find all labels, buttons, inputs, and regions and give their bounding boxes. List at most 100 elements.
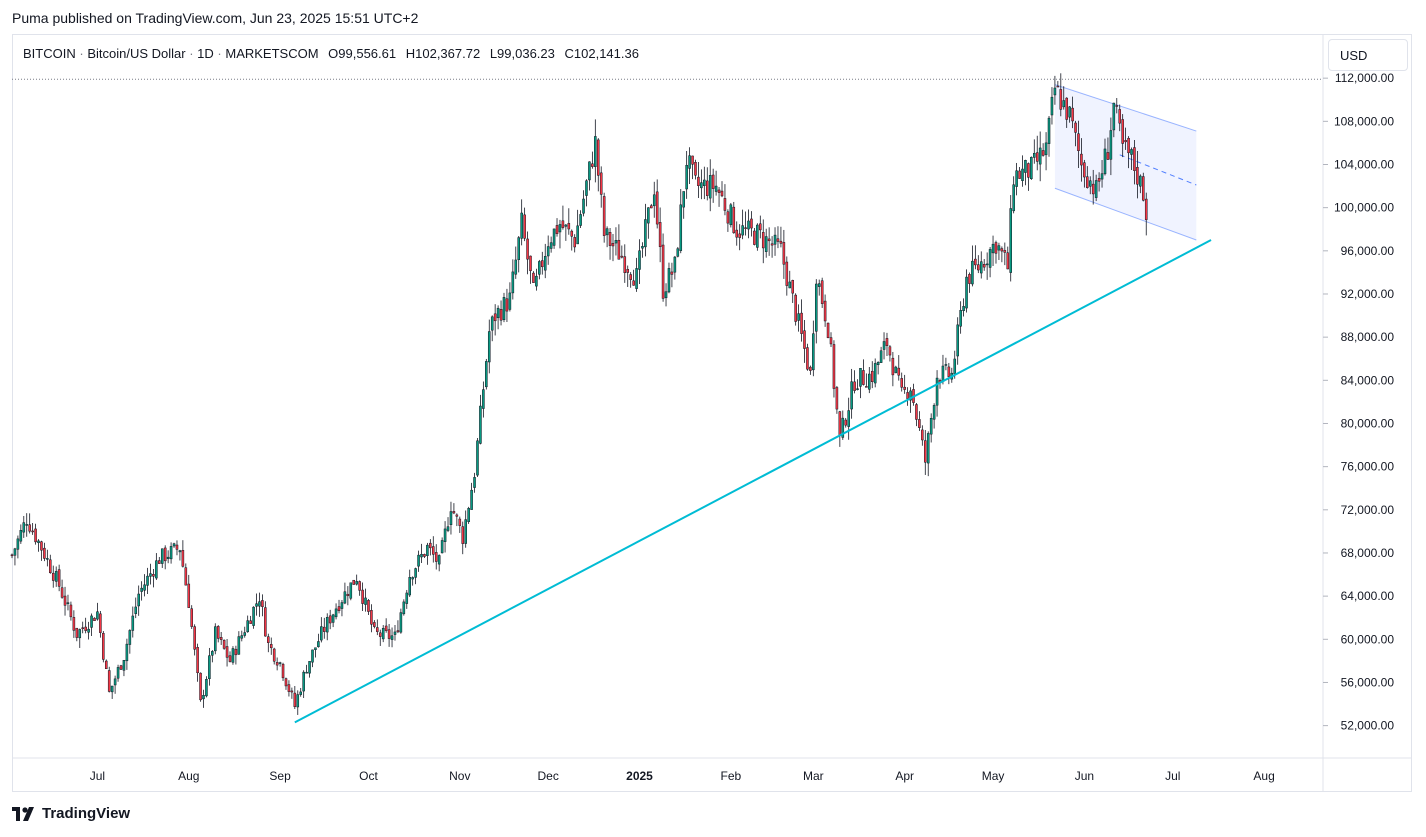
candle-up	[143, 584, 146, 591]
candle-down	[921, 429, 924, 441]
candle-up	[788, 281, 792, 289]
candle-up	[644, 219, 647, 248]
price-axis-label: 68,000.00	[1341, 546, 1395, 560]
candle-down	[891, 357, 895, 376]
candle-up	[944, 364, 948, 366]
legend-high: H102,367.72	[405, 46, 481, 61]
candle-up	[1009, 208, 1012, 273]
candle-down	[717, 189, 721, 193]
candle-up	[585, 180, 588, 196]
chart-frame[interactable]	[12, 34, 1412, 792]
candle-down	[1142, 176, 1145, 201]
publish-header: Puma published on TradingView.com, Jun 2…	[12, 10, 419, 26]
candle-down	[977, 264, 980, 271]
candle-up	[302, 671, 305, 692]
candle-down	[119, 665, 123, 670]
candle-up	[929, 418, 933, 435]
candle-up	[252, 606, 255, 626]
candle-up	[764, 236, 768, 252]
candle-up	[490, 316, 494, 331]
candle-down	[1080, 153, 1083, 166]
candle-up	[909, 390, 912, 401]
candle-up	[46, 558, 49, 560]
price-axis-label: 92,000.00	[1341, 287, 1395, 301]
candle-up	[579, 214, 582, 226]
legend-separator: ·	[189, 46, 198, 61]
candle-up	[635, 268, 638, 289]
candle-up	[237, 636, 241, 655]
candle-up	[169, 546, 173, 560]
candle-down	[43, 547, 46, 559]
candle-up	[873, 363, 877, 384]
candle-up	[747, 220, 750, 230]
candle-down	[723, 198, 727, 211]
candle-up	[440, 540, 444, 554]
symbol-legend: BITCOIN · Bitcoin/US Dollar · 1D · MARKE…	[23, 46, 639, 61]
tradingview-logo[interactable]: TradingView	[12, 805, 130, 822]
candle-up	[517, 237, 521, 260]
candle-down	[293, 692, 297, 707]
legend-symbol[interactable]: BITCOIN	[23, 46, 76, 61]
candle-up	[941, 365, 945, 382]
candle-up	[78, 629, 82, 639]
candle-up	[564, 224, 568, 227]
candle-up	[935, 377, 939, 406]
tradingview-brand: TradingView	[42, 805, 131, 822]
candle-up	[543, 256, 547, 271]
candle-up	[614, 240, 618, 244]
time-axis-label: Aug	[178, 769, 199, 783]
candle-up	[258, 601, 261, 607]
price-axis-label: 108,000.00	[1334, 114, 1394, 128]
candle-up	[202, 695, 205, 700]
candle-down	[158, 560, 161, 564]
candle-up	[131, 615, 135, 631]
candle-up	[1094, 180, 1098, 198]
price-axis-label: 112,000.00	[1335, 71, 1394, 85]
candle-down	[429, 542, 432, 549]
candle-down	[782, 242, 786, 265]
candle-down	[697, 176, 700, 187]
candle-up	[331, 614, 335, 623]
candle-down	[596, 139, 600, 176]
candle-up	[355, 581, 358, 585]
candle-up	[1068, 106, 1071, 118]
candle-up	[850, 381, 853, 410]
candle-down	[1127, 138, 1130, 154]
candle-down	[567, 223, 571, 230]
candle-down	[599, 172, 603, 195]
candle-down	[60, 587, 64, 598]
candle-up	[381, 628, 385, 640]
candle-up	[812, 333, 815, 371]
price-axis-label: 52,000.00	[1341, 719, 1395, 733]
candle-down	[791, 280, 794, 294]
candle-down	[267, 636, 270, 643]
time-axis-label: Jul	[90, 769, 105, 783]
candle-down	[261, 600, 264, 607]
candle-up	[19, 530, 23, 542]
candle-down	[102, 633, 105, 660]
candle-down	[337, 606, 341, 612]
candle-up	[470, 489, 473, 510]
candle-down	[803, 330, 806, 349]
candle-up	[178, 550, 182, 553]
candle-up	[856, 388, 859, 390]
candle-down	[1077, 133, 1080, 152]
candle-up	[1012, 184, 1015, 212]
candle-down	[287, 684, 291, 692]
candle-down	[275, 662, 279, 666]
candle-down	[726, 211, 730, 224]
candle-up	[96, 611, 99, 620]
candle-down	[823, 300, 827, 322]
candle-down	[10, 554, 14, 557]
candle-down	[34, 528, 37, 543]
candle-up	[340, 602, 344, 609]
candle-up	[879, 350, 883, 363]
currency-button[interactable]: USD	[1328, 39, 1408, 71]
candle-down	[541, 260, 544, 268]
candle-up	[773, 234, 777, 245]
candle-up	[814, 283, 818, 332]
candle-down	[434, 552, 438, 562]
candle-up	[1103, 148, 1107, 175]
legend-interval[interactable]: 1D	[197, 46, 214, 61]
